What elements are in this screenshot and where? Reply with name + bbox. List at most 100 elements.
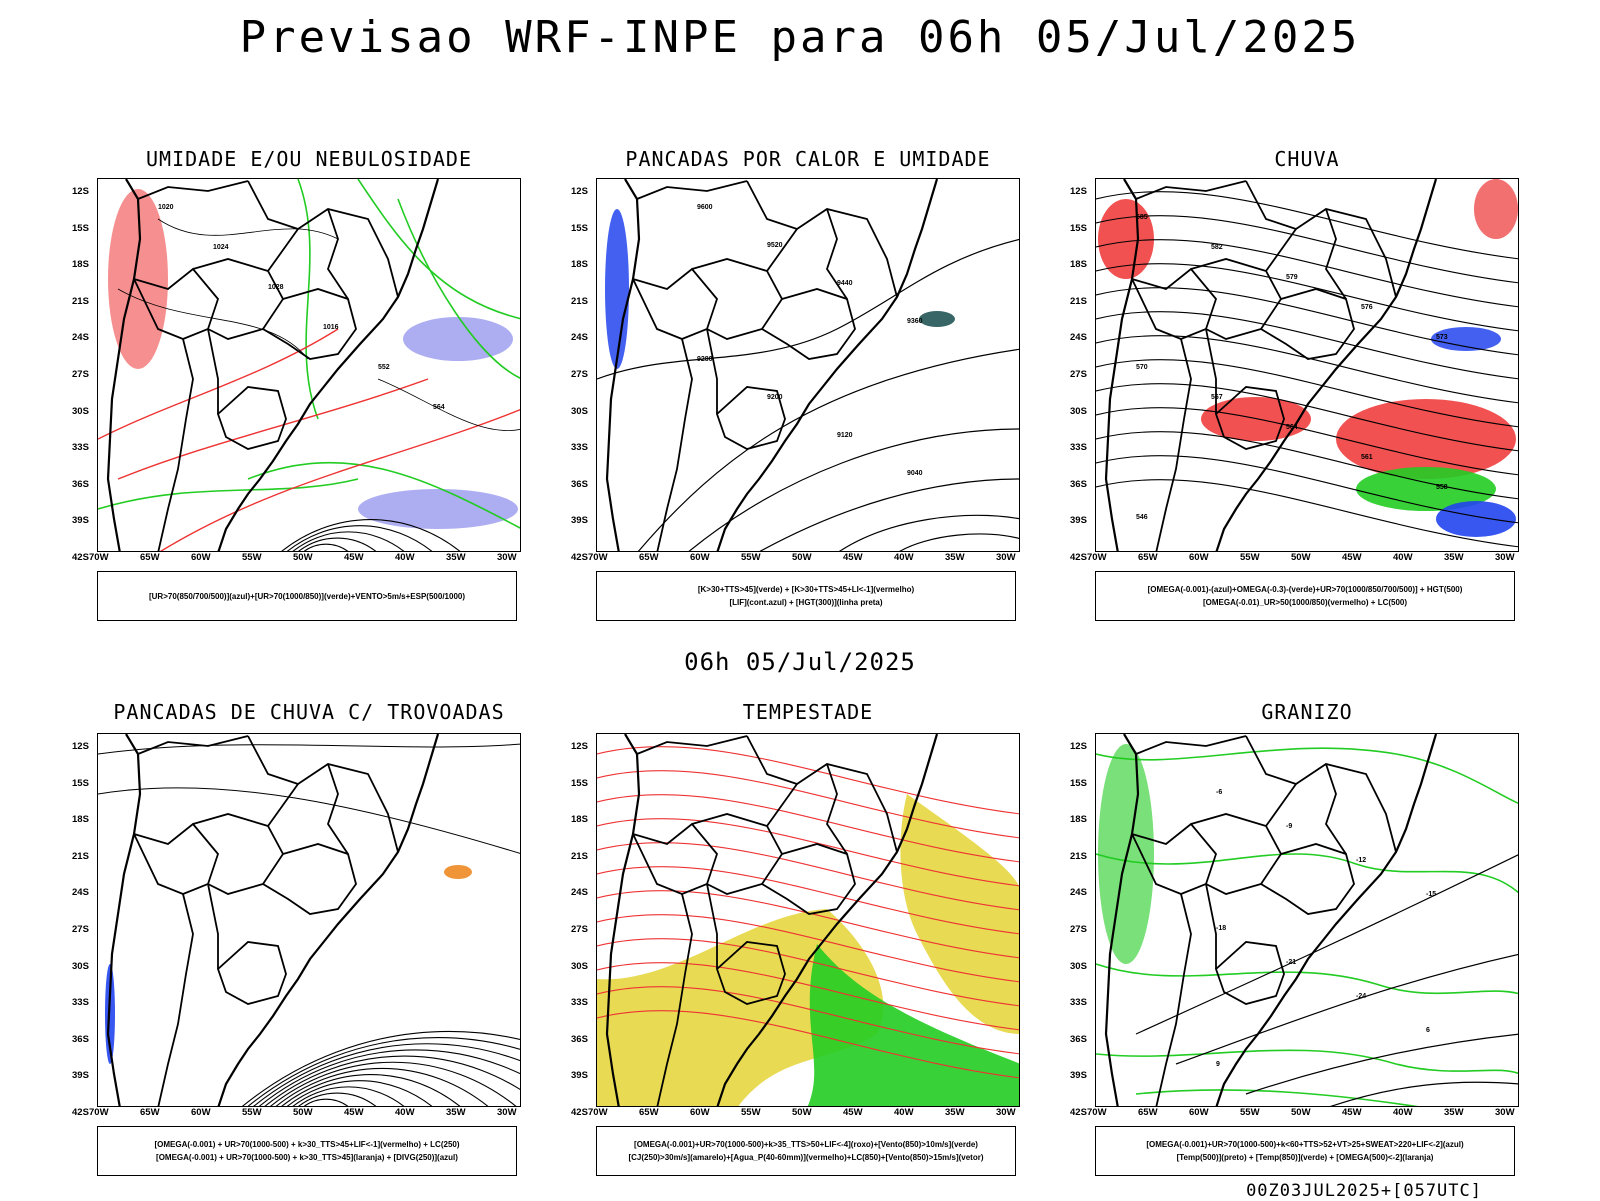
lat-label: 42S <box>571 552 588 563</box>
lon-label: 45W <box>843 552 863 563</box>
lat-label: 39S <box>571 515 588 527</box>
panel-legend: [OMEGA(-0.001)-(azul)+OMEGA(-0.3)-(verde… <box>1095 571 1515 621</box>
lon-label: 45W <box>344 1107 364 1118</box>
panel-title: PANCADAS DE CHUVA C/ TROVOADAS <box>113 700 505 724</box>
lon-label: 60W <box>191 552 211 563</box>
lon-label: 55W <box>1240 1107 1260 1118</box>
lon-label: 70W <box>89 552 109 563</box>
lat-label: 21S <box>72 295 89 307</box>
svg-text:9440: 9440 <box>837 280 853 287</box>
svg-text:-12: -12 <box>1356 857 1366 864</box>
lat-label: 24S <box>72 887 89 899</box>
lon-label: 65W <box>140 552 160 563</box>
lat-label: 18S <box>1070 814 1087 826</box>
lon-label: 30W <box>996 1107 1016 1118</box>
svg-text:1020: 1020 <box>158 204 174 211</box>
lat-label: 42S <box>1070 1107 1087 1118</box>
lon-label: 45W <box>1342 552 1362 563</box>
panel-legend: [OMEGA(-0.001)+UR>70(1000-500)+k<60+TTS>… <box>1095 1126 1515 1176</box>
lat-label: 30S <box>72 960 89 972</box>
svg-text:576: 576 <box>1361 304 1373 311</box>
lat-label: 36S <box>571 478 588 490</box>
lat-label: 42S <box>571 1107 588 1118</box>
lat-label: 36S <box>1070 1033 1087 1045</box>
svg-text:-6: -6 <box>1216 789 1222 796</box>
legend-line: [OMEGA(-0.001) + UR>70(1000-500) + k>30_… <box>154 1140 460 1149</box>
svg-text:567: 567 <box>1211 394 1223 401</box>
svg-text:1024: 1024 <box>213 244 229 251</box>
svg-text:6: 6 <box>1426 1027 1430 1034</box>
lon-label: 45W <box>1342 1107 1362 1118</box>
legend-line: [OMEGA(-0.001)-(azul)+OMEGA(-0.3)-(verde… <box>1147 585 1463 594</box>
lat-label: 39S <box>72 515 89 527</box>
legend-line: [OMEGA(-0.001)+UR>70(1000-500)+k>35_TTS>… <box>634 1140 978 1149</box>
svg-text:561: 561 <box>1361 454 1373 461</box>
lat-label: 21S <box>1070 850 1087 862</box>
lat-label: 12S <box>72 186 89 197</box>
weather-map: 9600 9520 9440 9360 9280 9200 9120 9040 <box>596 178 1020 552</box>
run-stamp: 00Z03JUL2025+[057UTC] <box>1246 1181 1482 1201</box>
svg-text:582: 582 <box>1211 244 1223 251</box>
lon-label: 40W <box>894 552 914 563</box>
lon-label: 35W <box>1444 1107 1464 1118</box>
lon-label: 30W <box>996 552 1016 563</box>
svg-text:546: 546 <box>1136 514 1148 521</box>
svg-text:-9: -9 <box>1286 823 1292 830</box>
lon-label: 60W <box>191 1107 211 1118</box>
lat-label: 42S <box>1070 552 1087 563</box>
lon-label: 30W <box>1495 1107 1515 1118</box>
lat-label: 27S <box>571 924 588 935</box>
svg-text:9520: 9520 <box>767 242 783 249</box>
lon-label: 45W <box>843 1107 863 1118</box>
lon-label: 35W <box>446 1107 466 1118</box>
weather-map: 585 582 579 576 573 570 567 564 561 558 546 <box>1095 178 1519 552</box>
lat-label: 15S <box>1070 222 1087 234</box>
lat-label: 33S <box>1070 997 1087 1009</box>
lon-label: 70W <box>588 552 608 563</box>
lat-label: 27S <box>1070 369 1087 380</box>
svg-text:1028: 1028 <box>268 284 284 291</box>
svg-text:552: 552 <box>378 364 390 371</box>
lat-label: 18S <box>72 259 89 271</box>
lon-label: 60W <box>1189 1107 1209 1118</box>
svg-text:9360: 9360 <box>907 318 923 325</box>
lat-label: 24S <box>571 332 588 344</box>
lon-label: 40W <box>894 1107 914 1118</box>
svg-text:573: 573 <box>1436 334 1448 341</box>
svg-text:585: 585 <box>1136 214 1148 221</box>
lon-label: 35W <box>945 1107 965 1118</box>
lon-label: 65W <box>639 1107 659 1118</box>
panel-title: UMIDADE E/OU NEBULOSIDADE <box>145 147 473 171</box>
svg-text:558: 558 <box>1436 484 1448 491</box>
panel-title: PANCADAS POR CALOR E UMIDADE <box>625 147 991 171</box>
lon-label: 65W <box>639 552 659 563</box>
lon-label: 65W <box>1138 1107 1158 1118</box>
weather-map <box>596 733 1020 1107</box>
lat-label: 24S <box>1070 332 1087 344</box>
lat-label: 27S <box>571 369 588 380</box>
lat-label: 39S <box>571 1070 588 1082</box>
lat-label: 30S <box>571 405 588 417</box>
legend-line: [Temp(500)](preto) + [Temp(850)](verde) … <box>1176 1153 1434 1162</box>
lat-label: 36S <box>571 1033 588 1045</box>
lat-label: 12S <box>72 741 89 752</box>
lon-label: 50W <box>792 1107 812 1118</box>
legend-line: [CJ(250)>30m/s](amarelo)+[Agua_P(40-60mm… <box>628 1153 984 1162</box>
lon-label: 40W <box>1393 1107 1413 1118</box>
panel-legend: [K>30+TTS>45](verde) + [K>30+TTS>45+LI<-… <box>596 571 1016 621</box>
panel-title: TEMPESTADE <box>742 700 874 724</box>
lat-label: 24S <box>72 332 89 344</box>
lat-label: 21S <box>72 850 89 862</box>
lon-label: 60W <box>1189 552 1209 563</box>
lat-label: 12S <box>1070 741 1087 752</box>
lat-label: 30S <box>1070 960 1087 972</box>
svg-text:570: 570 <box>1136 364 1148 371</box>
svg-text:9120: 9120 <box>837 432 853 439</box>
lon-label: 50W <box>293 552 313 563</box>
lon-label: 45W <box>344 552 364 563</box>
lon-label: 70W <box>1087 552 1107 563</box>
lat-label: 39S <box>1070 515 1087 527</box>
legend-line: [LIF](cont.azul) + [HGT(300)](linha pret… <box>729 598 883 607</box>
lat-label: 15S <box>72 222 89 234</box>
lat-label: 27S <box>72 924 89 935</box>
